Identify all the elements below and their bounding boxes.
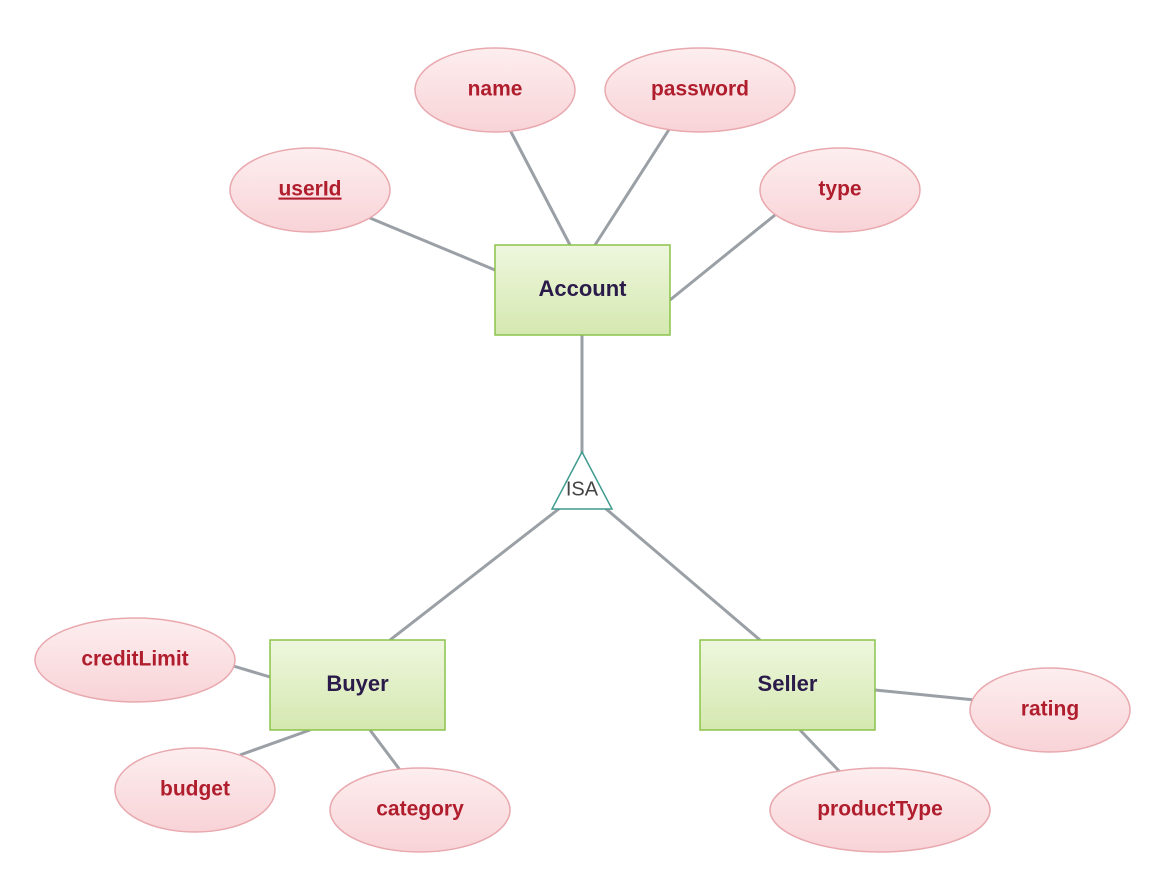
- entity-buyer: Buyer: [270, 640, 445, 730]
- attribute-label-type: type: [818, 178, 861, 201]
- attribute-name: name: [415, 48, 575, 132]
- edge-productType-seller: [800, 730, 840, 772]
- attribute-label-name: name: [468, 78, 523, 101]
- edge-rating-seller: [875, 690, 975, 700]
- attribute-label-rating: rating: [1021, 698, 1079, 721]
- attribute-userId: userId: [230, 148, 390, 232]
- attribute-budget: budget: [115, 748, 275, 832]
- attribute-productType: productType: [770, 768, 990, 852]
- edge-isa-seller: [605, 508, 760, 640]
- attribute-type: type: [760, 148, 920, 232]
- attribute-category: category: [330, 768, 510, 852]
- edge-budget-buyer: [240, 730, 310, 755]
- entity-label-seller: Seller: [758, 671, 818, 696]
- attribute-label-category: category: [376, 798, 464, 821]
- attribute-label-productType: productType: [817, 798, 943, 821]
- attribute-label-userId: userId: [278, 178, 341, 201]
- entity-account: Account: [495, 245, 670, 335]
- isa-label: ISA: [566, 478, 599, 500]
- edge-name-account: [510, 130, 570, 245]
- attribute-rating: rating: [970, 668, 1130, 752]
- entity-label-buyer: Buyer: [326, 671, 389, 696]
- edge-isa-buyer: [390, 508, 560, 640]
- edge-userId-account: [370, 218, 495, 270]
- isa-triangle: ISA: [552, 452, 612, 509]
- edge-password-account: [595, 128, 670, 245]
- attribute-password: password: [605, 48, 795, 132]
- entity-label-account: Account: [539, 276, 628, 301]
- er-diagram: userId name password type creditLimit budget c…: [0, 0, 1170, 892]
- entity-seller: Seller: [700, 640, 875, 730]
- attribute-label-budget: budget: [160, 778, 230, 801]
- attribute-label-creditLimit: creditLimit: [81, 648, 188, 671]
- attribute-label-password: password: [651, 78, 749, 101]
- edge-category-buyer: [370, 730, 400, 770]
- edge-type-account: [670, 215, 775, 300]
- attribute-creditLimit: creditLimit: [35, 618, 235, 702]
